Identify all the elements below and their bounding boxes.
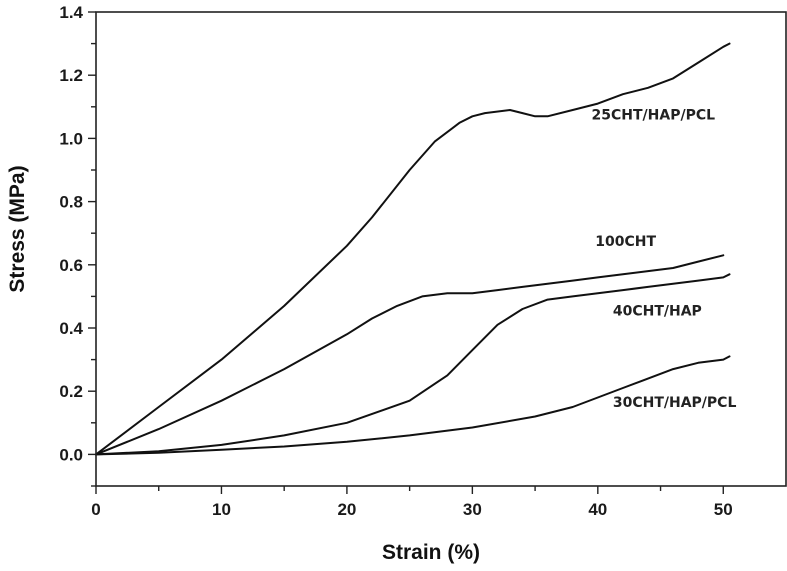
y-axis-title: Stress (MPa): [6, 165, 29, 292]
series-label: 25CHT/HAP/PCL: [592, 107, 716, 123]
series-line-2: [95, 273, 731, 456]
y-tick-label: 0.8: [59, 193, 83, 212]
series-labels-layer: 25CHT/HAP/PCL 100CHT 40CHT/HAP 30CHT/HAP/PC…: [592, 107, 737, 411]
series-label: 40CHT/HAP: [613, 303, 702, 319]
y-tick-label: 0.6: [59, 256, 83, 275]
x-axis-title: Strain (%): [382, 541, 480, 564]
y-tick-label: 0.4: [59, 319, 83, 338]
curves-layer: [95, 42, 731, 456]
series-line-0: [95, 42, 731, 456]
x-tick-label: 40: [588, 500, 607, 519]
y-tick-label: 1.4: [59, 3, 83, 22]
series-label: 100CHT: [595, 234, 656, 250]
series-line-3: [95, 355, 731, 456]
series-line-1: [95, 254, 725, 456]
x-tick-label: 30: [463, 500, 482, 519]
x-tick-label: 50: [714, 500, 733, 519]
x-tick-label: 20: [337, 500, 356, 519]
y-tick-label: 1.0: [59, 129, 83, 148]
y-tick-label: 0.2: [59, 382, 83, 401]
y-tick-label: 0.0: [59, 445, 83, 464]
y-tick-label: 1.2: [59, 66, 83, 85]
x-tick-label: 0: [91, 500, 100, 519]
x-tick-label: 10: [212, 500, 231, 519]
series-label: 30CHT/HAP/PCL: [613, 395, 737, 411]
plot-frame: [95, 11, 787, 487]
ticks-layer: 0 10 20 30 40 50 0.0 0.2 0.4 0.6 0.8 1.0 1.2 1.4: [59, 3, 732, 519]
